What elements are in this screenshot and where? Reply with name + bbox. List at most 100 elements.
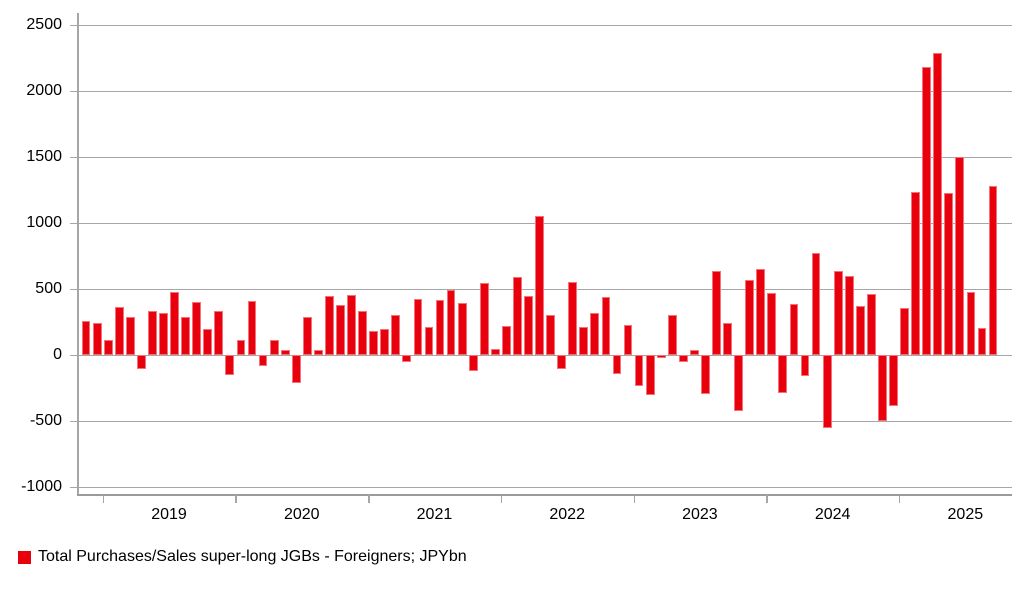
bar-2020-04 [269,339,279,355]
bar-2022-06 [557,355,567,369]
x-axis-tick-2025 [898,495,901,503]
y-axis-tick [70,486,77,488]
bar-2019-05 [148,310,157,355]
bar-2023-02 [645,355,655,396]
y-axis-tick [70,90,77,92]
gridline-1500 [77,156,1012,158]
x-axis-tick-2024 [766,495,768,503]
bar-2023-09 [723,322,732,355]
bar-2023-01 [634,355,644,387]
legend: Total Purchases/Sales super-long JGBs - … [18,548,467,566]
y-axis-label: -500 [29,412,62,429]
bar-2025-07 [966,291,976,355]
x-axis-line [77,494,1012,496]
bar-2025-05 [944,192,954,355]
bar-2024-12 [889,355,898,407]
y-axis-label: 1500 [26,148,62,165]
bar-2022-02 [513,277,522,355]
bar-2022-07 [568,281,578,355]
bar-2019-07 [170,291,179,355]
bar-2023-03 [656,355,666,358]
bar-2022-04 [535,215,544,355]
bar-2019-06 [159,313,168,355]
y-axis-tick [70,24,77,26]
bar-2022-11 [612,355,622,375]
bar-2019-09 [192,302,202,355]
gridline-500 [77,288,1012,290]
bar-2019-10 [203,328,213,355]
bar-2021-11 [479,283,489,355]
bar-2025-08 [977,327,987,355]
bar-2024-06 [822,355,832,429]
bar-2019-03 [125,317,135,355]
bar-2023-06 [690,350,699,355]
bar-2019-04 [137,355,146,369]
bar-2022-12 [623,324,633,355]
bar-2020-11 [347,294,356,355]
x-axis-tick-2019 [102,495,105,503]
bar-2023-07 [701,355,710,394]
bar-2019-01 [103,340,113,355]
bar-2023-08 [712,270,721,355]
y-axis-label: 1000 [26,214,62,231]
gridline--500 [77,420,1012,422]
y-axis-label: -1000 [21,478,62,495]
bar-2024-07 [833,271,843,355]
y-axis-label: 2000 [26,82,62,99]
bar-2018-11 [81,321,91,355]
bar-2024-11 [878,355,887,421]
bar-2021-05 [413,298,423,355]
bar-2019-02 [114,306,124,355]
bar-2020-03 [258,355,268,367]
bar-2021-03 [391,314,401,355]
bar-2021-06 [424,327,434,355]
bar-2019-11 [214,311,224,355]
bar-2024-09 [855,305,865,355]
bar-2020-07 [302,316,312,355]
y-axis-tick [70,222,77,224]
bar-2022-10 [601,296,611,355]
bar-2020-02 [247,300,257,355]
x-axis-tick-2021 [368,495,370,503]
bar-2020-05 [280,350,290,355]
bar-2025-02 [911,191,920,355]
legend-label: Total Purchases/Sales super-long JGBs - … [38,548,467,565]
bar-2023-12 [756,269,766,355]
bar-2022-03 [524,295,533,355]
bar-2021-01 [369,330,379,355]
bar-2021-07 [435,299,445,355]
bar-2020-06 [291,355,301,384]
bar-2023-11 [745,279,755,355]
y-axis-line [77,13,79,495]
gridline-0 [77,354,1012,356]
x-axis-year-label: 2023 [682,506,718,523]
bar-2020-12 [358,310,367,355]
bar-2022-08 [579,327,589,355]
x-axis-year-label: 2022 [549,506,585,523]
x-axis-tick-2020 [235,495,237,503]
bar-2022-09 [590,312,600,355]
bar-2021-12 [490,349,500,355]
bar-2023-10 [734,355,744,412]
y-axis-tick [70,420,77,422]
bar-2024-04 [800,355,810,377]
bar-2024-10 [866,294,876,355]
bar-2024-01 [767,292,777,355]
x-axis-year-label: 2020 [283,506,320,523]
bar-2023-04 [667,314,677,355]
y-axis-label: 0 [53,346,62,363]
bar-2025-06 [955,157,965,355]
bar-2020-01 [236,339,246,355]
bar-2023-05 [678,355,688,362]
bar-2021-09 [457,302,467,355]
y-axis-label: 2500 [26,16,62,33]
y-axis-tick [70,288,77,290]
y-axis-tick [70,156,77,158]
bar-2022-05 [546,315,556,355]
y-axis-label: 500 [35,280,62,297]
x-axis-year-label: 2025 [947,506,984,523]
x-axis-tick-2022 [500,495,503,503]
bar-2020-10 [336,304,345,355]
bar-2021-04 [402,355,412,363]
